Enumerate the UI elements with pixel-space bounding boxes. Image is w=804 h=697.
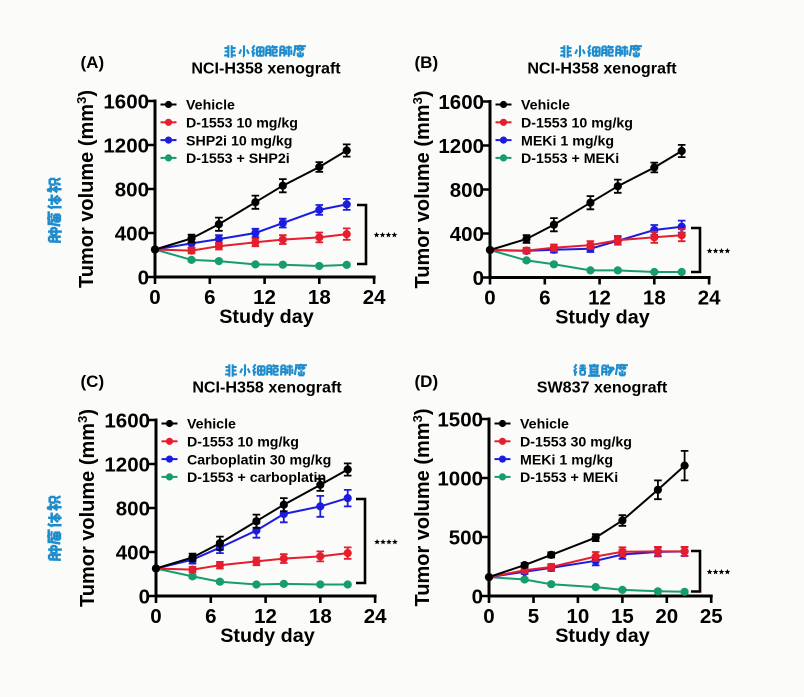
svg-text:800: 800 (116, 497, 150, 520)
svg-text:(B): (B) (415, 53, 439, 72)
svg-text:Tumor volume (mm3): Tumor volume (mm3) (410, 409, 434, 607)
svg-text:SHP2i 10 mg/kg: SHP2i 10 mg/kg (186, 133, 292, 149)
svg-text:6: 6 (204, 286, 215, 309)
svg-text:5: 5 (528, 605, 539, 628)
svg-text:1200: 1200 (438, 135, 484, 158)
svg-text:Tumor volume (mm3): Tumor volume (mm3) (74, 90, 98, 288)
svg-text:D-1553 10 mg/kg: D-1553 10 mg/kg (186, 116, 298, 132)
svg-text:18: 18 (643, 287, 666, 310)
svg-text:Study day: Study day (220, 625, 315, 647)
svg-text:12: 12 (254, 605, 277, 628)
svg-text:1600: 1600 (438, 91, 484, 114)
svg-text:400: 400 (450, 223, 484, 246)
svg-text:1200: 1200 (103, 134, 149, 157)
svg-text:15: 15 (611, 605, 634, 628)
svg-text:Vehicle: Vehicle (521, 98, 570, 114)
svg-text:0: 0 (472, 585, 483, 608)
svg-text:Tumor volume (mm3): Tumor volume (mm3) (75, 409, 99, 607)
svg-text:Study day: Study day (219, 306, 314, 328)
svg-text:Carboplatin 30 mg/kg: Carboplatin 30 mg/kg (187, 452, 331, 468)
svg-text:MEKi 1 mg/kg: MEKi 1 mg/kg (520, 452, 613, 468)
svg-text:D-1553 + MEKi: D-1553 + MEKi (520, 470, 618, 486)
svg-text:(C): (C) (81, 372, 105, 391)
svg-text:12: 12 (253, 286, 276, 309)
svg-text:NCI-H358 xenograft: NCI-H358 xenograft (192, 379, 342, 397)
svg-text:0: 0 (149, 286, 160, 309)
svg-text:0: 0 (139, 585, 150, 608)
svg-text:D-1553 + SHP2i: D-1553 + SHP2i (186, 151, 290, 167)
svg-text:Study day: Study day (555, 625, 650, 647)
svg-text:24: 24 (364, 605, 387, 628)
svg-text:18: 18 (309, 605, 332, 628)
svg-text:1000: 1000 (437, 467, 483, 490)
svg-text:18: 18 (308, 286, 331, 309)
svg-text:20: 20 (655, 605, 678, 628)
svg-text:D-1553 30 mg/kg: D-1553 30 mg/kg (520, 435, 632, 451)
svg-text:24: 24 (363, 286, 386, 309)
svg-text:0: 0 (150, 605, 161, 628)
svg-text:0: 0 (138, 266, 149, 289)
svg-text:12: 12 (588, 287, 611, 310)
svg-text:0: 0 (473, 267, 484, 290)
svg-text:(D): (D) (415, 372, 439, 391)
svg-text:6: 6 (539, 287, 550, 310)
svg-text:D-1553 + MEKi: D-1553 + MEKi (521, 151, 619, 167)
svg-text:800: 800 (115, 178, 149, 201)
svg-text:D-1553 10 mg/kg: D-1553 10 mg/kg (187, 435, 299, 451)
svg-text:Vehicle: Vehicle (187, 417, 236, 433)
svg-text:(A): (A) (81, 53, 105, 72)
svg-text:0: 0 (484, 287, 495, 310)
svg-text:10: 10 (566, 605, 589, 628)
svg-text:D-1553 + carboplatin: D-1553 + carboplatin (187, 470, 326, 486)
svg-text:D-1553 10 mg/kg: D-1553 10 mg/kg (521, 116, 633, 132)
svg-text:Vehicle: Vehicle (520, 417, 569, 433)
svg-text:25: 25 (700, 605, 723, 628)
svg-text:Study day: Study day (555, 307, 650, 329)
svg-text:1500: 1500 (437, 408, 483, 431)
svg-text:Tumor volume (mm3): Tumor volume (mm3) (410, 91, 434, 289)
svg-text:SW837 xenograft: SW837 xenograft (537, 379, 668, 397)
svg-text:MEKi 1 mg/kg: MEKi 1 mg/kg (521, 133, 614, 149)
svg-text:1600: 1600 (103, 90, 149, 113)
svg-text:800: 800 (450, 179, 484, 202)
svg-text:400: 400 (116, 541, 150, 564)
svg-text:NCI-H358 xenograft: NCI-H358 xenograft (191, 60, 341, 78)
svg-text:400: 400 (115, 222, 149, 245)
svg-text:24: 24 (698, 287, 721, 310)
svg-text:500: 500 (449, 526, 483, 549)
svg-text:1200: 1200 (104, 453, 150, 476)
svg-text:0: 0 (483, 605, 494, 628)
svg-text:1600: 1600 (104, 409, 150, 432)
svg-text:Vehicle: Vehicle (186, 98, 235, 114)
svg-text:6: 6 (205, 605, 216, 628)
svg-text:NCI-H358 xenograft: NCI-H358 xenograft (527, 60, 677, 78)
